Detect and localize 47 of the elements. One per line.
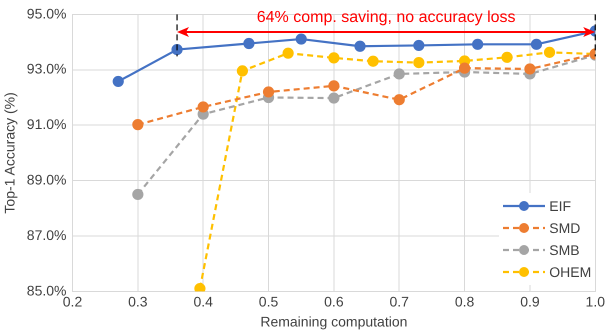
point — [458, 62, 470, 74]
point — [194, 283, 206, 292]
point — [472, 38, 484, 50]
y-tick-label: 93.0% — [26, 60, 66, 77]
y-axis-title: Top-1 Accuracy (%) — [1, 92, 18, 214]
point — [243, 38, 255, 50]
point — [413, 57, 424, 68]
x-tick-label: 0.6 — [324, 294, 344, 310]
point — [296, 33, 307, 45]
point — [282, 48, 294, 59]
point — [354, 40, 366, 52]
point — [112, 76, 124, 88]
legend-label: SMB — [549, 242, 580, 258]
point — [524, 63, 536, 75]
point — [394, 68, 405, 80]
x-tick-label: 1.0 — [586, 294, 606, 310]
point — [501, 52, 513, 63]
point — [171, 44, 183, 56]
x-tick-label: 0.8 — [454, 294, 475, 310]
point — [530, 38, 542, 50]
point — [413, 40, 424, 52]
point — [328, 52, 340, 64]
y-tick-label: 89.0% — [26, 171, 66, 188]
annotation: 64% comp. saving, no accuracy loss — [256, 9, 517, 28]
x-tick-label: 0.3 — [128, 294, 148, 310]
point — [328, 92, 340, 104]
y-tick-label: 95.0% — [26, 5, 66, 22]
legend-label: EIF — [549, 198, 572, 214]
x-tick-label: 0.4 — [193, 294, 214, 310]
y-tick-label: 87.0% — [26, 226, 66, 243]
x-tick-label: 0.9 — [520, 294, 540, 310]
point — [198, 101, 209, 113]
point — [236, 65, 248, 77]
point — [394, 94, 405, 106]
y-tick-label: 85.0% — [26, 282, 66, 298]
point — [132, 119, 144, 130]
point — [132, 188, 144, 200]
legend-label: OHEM — [549, 264, 592, 280]
point — [262, 86, 274, 98]
point — [544, 46, 556, 58]
legend-label: SMD — [549, 220, 580, 236]
x-tick-label: 0.7 — [389, 294, 410, 310]
point — [367, 56, 379, 67]
point — [328, 80, 340, 92]
y-tick-label: 91.0% — [26, 116, 66, 132]
x-tick-label: 0.5 — [258, 294, 278, 310]
x-axis-title: Remaining computation — [260, 313, 408, 330]
